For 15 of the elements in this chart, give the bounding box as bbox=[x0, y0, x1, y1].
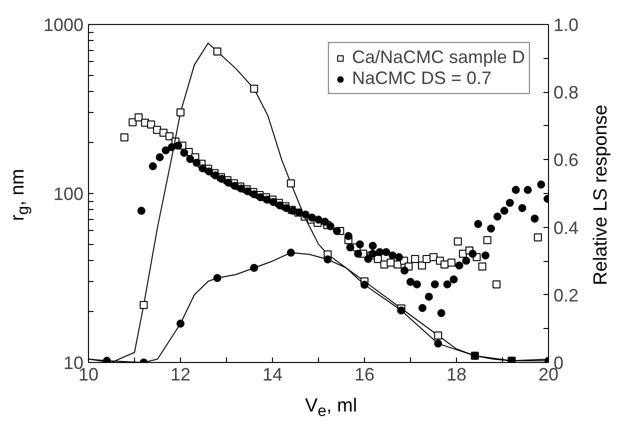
y-tick-label: 1000 bbox=[43, 15, 84, 35]
x-tick-label: 16 bbox=[354, 364, 375, 384]
x-tick-label: 14 bbox=[262, 364, 283, 384]
legend-label: NaCMC DS = 0.7 bbox=[352, 68, 492, 89]
y2-tick-label: 0.6 bbox=[554, 150, 579, 170]
x-axis-title: V$_{e}$, ml bbox=[304, 394, 358, 422]
y-tick-label: 100 bbox=[53, 184, 84, 204]
y2-tick-label: 0.4 bbox=[554, 218, 579, 238]
x-tick-label: 12 bbox=[170, 364, 191, 384]
y2-tick-label: 0.8 bbox=[554, 82, 579, 103]
x-tick-label: 18 bbox=[446, 364, 467, 384]
y2-tick-label: 1.0 bbox=[554, 15, 579, 35]
y2-axis-title: Relative LS response bbox=[589, 104, 612, 286]
y2-tick-label: 0.2 bbox=[554, 285, 579, 306]
legend-label: Ca/NaCMC sample D bbox=[352, 47, 525, 68]
